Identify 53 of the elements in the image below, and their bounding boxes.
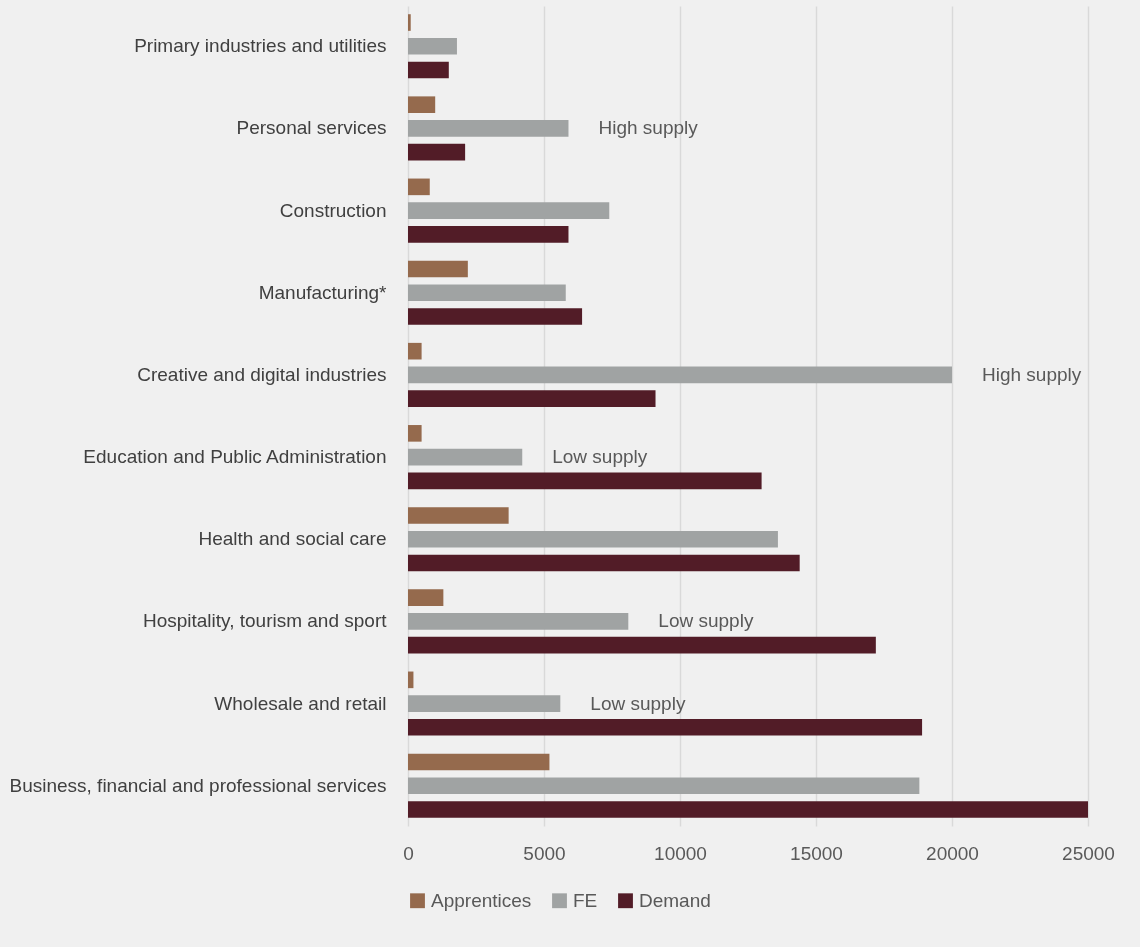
annotation: Low supply <box>552 446 648 468</box>
bar <box>408 342 422 360</box>
bar <box>408 37 457 55</box>
x-tick-label: 25000 <box>1062 842 1115 864</box>
annotation: High supply <box>982 363 1082 385</box>
bar <box>408 260 468 278</box>
bar <box>408 425 422 442</box>
bar <box>408 636 876 654</box>
bar <box>408 472 762 490</box>
bar <box>408 695 561 712</box>
bar <box>408 14 411 31</box>
legend-label: Apprentices <box>431 889 532 911</box>
bar <box>408 801 1088 818</box>
y-tick-label: Education and Public Administration <box>83 446 387 468</box>
bar <box>408 448 523 466</box>
y-tick-label: Manufacturing* <box>258 281 388 303</box>
x-tick-label: 0 <box>403 842 414 864</box>
x-tick-label: 5000 <box>523 842 566 864</box>
bar <box>408 507 509 524</box>
bar <box>408 120 569 137</box>
y-tick-label: Personal services <box>236 117 387 139</box>
x-tick-label: 15000 <box>790 842 843 864</box>
bar <box>408 284 566 302</box>
bar <box>408 308 583 325</box>
x-tick-label: 20000 <box>926 842 979 864</box>
bar <box>408 226 569 243</box>
bar <box>408 390 656 407</box>
y-tick-label: Health and social care <box>198 528 387 550</box>
bar <box>408 143 466 161</box>
bar <box>408 96 436 113</box>
bar <box>408 554 800 572</box>
bar <box>408 589 444 606</box>
bar <box>408 61 449 79</box>
bar <box>408 202 610 219</box>
bar <box>408 178 430 196</box>
bar <box>408 613 629 630</box>
bar <box>408 366 952 384</box>
annotation: Low supply <box>590 692 686 714</box>
bar <box>408 753 550 771</box>
bar <box>408 719 923 736</box>
bar <box>408 530 778 548</box>
y-tick-label: Business, financial and professional services <box>9 774 387 796</box>
x-tick-label: 10000 <box>654 842 707 864</box>
annotation: Low supply <box>658 610 754 632</box>
bar <box>408 777 920 795</box>
legend-label: Demand <box>639 889 711 911</box>
legend-label: FE <box>573 889 598 911</box>
annotation: High supply <box>598 117 699 139</box>
y-tick-label: Wholesale and retail <box>214 692 387 714</box>
y-tick-label: Primary industries and utilities <box>134 35 387 57</box>
y-tick-label: Construction <box>279 199 387 221</box>
y-tick-label: Hospitality, tourism and sport <box>142 610 388 632</box>
y-tick-label: Creative and digital industries <box>137 363 387 385</box>
